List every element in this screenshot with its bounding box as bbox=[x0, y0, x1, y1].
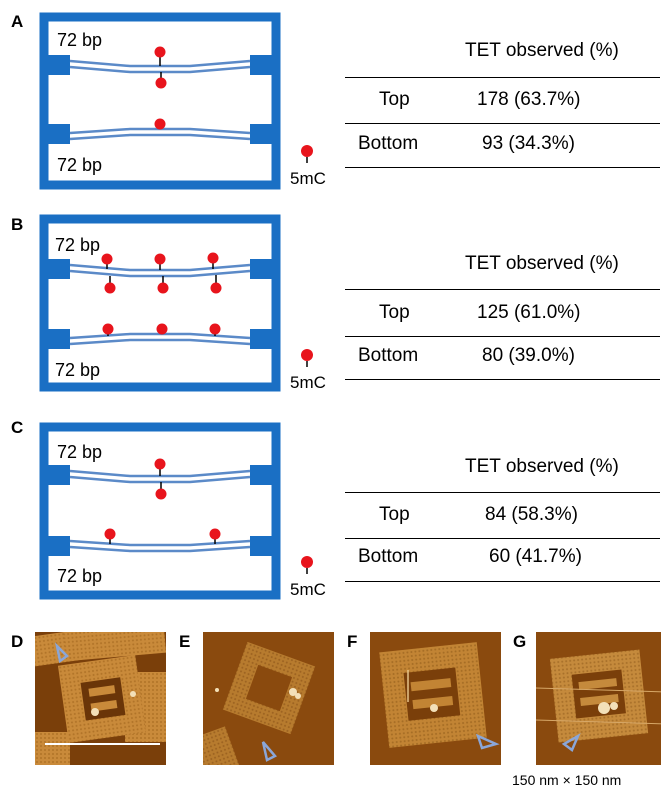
5mc-marker bbox=[207, 252, 219, 264]
panel-b: B 72 bp 72 bp 5mC bbox=[0, 205, 661, 400]
afm-image-e bbox=[203, 632, 334, 765]
row-value-bottom: 93 (34.3%) bbox=[482, 133, 575, 154]
bottom-strand-length: 72 bp bbox=[57, 155, 103, 175]
5mc-legend-icon bbox=[301, 556, 313, 574]
tet-table: TET observed (%) Top 84 (58.3%) Bottom 6… bbox=[345, 456, 660, 586]
5mc-marker bbox=[102, 323, 114, 335]
5mc-marker bbox=[209, 323, 221, 335]
panel-label: A bbox=[11, 12, 24, 31]
table-rule bbox=[345, 167, 660, 168]
panel-label: E bbox=[179, 632, 191, 651]
afm-image-f bbox=[370, 632, 501, 765]
panel-c: C 72 bp 72 bp 5mC TET observed (%) Top 8… bbox=[0, 410, 661, 605]
origami-frame-diagram bbox=[39, 422, 281, 600]
5mc-marker bbox=[154, 118, 166, 130]
table-rule bbox=[345, 123, 660, 124]
5mc-legend-label: 5mC bbox=[290, 580, 326, 599]
5mc-marker bbox=[209, 528, 221, 540]
table-header: TET observed (%) bbox=[465, 253, 619, 274]
table-rule bbox=[345, 379, 660, 380]
table-header: TET observed (%) bbox=[465, 456, 619, 477]
row-label-bottom: Bottom bbox=[358, 546, 419, 567]
row-label-top: Top bbox=[379, 302, 410, 323]
table-rule bbox=[345, 492, 660, 493]
top-strand-length: 72 bp bbox=[57, 30, 103, 50]
row-value-top: 178 (63.7%) bbox=[477, 89, 581, 110]
table-rule bbox=[345, 581, 660, 582]
5mc-marker bbox=[155, 77, 167, 89]
row-label-top: Top bbox=[379, 89, 410, 110]
table-rule bbox=[345, 289, 660, 290]
table-rule bbox=[345, 77, 660, 78]
5mc-marker bbox=[154, 46, 166, 58]
table-header: TET observed (%) bbox=[465, 40, 619, 61]
5mc-marker bbox=[157, 282, 169, 294]
5mc-marker bbox=[155, 488, 167, 500]
tet-table: TET observed (%) Top 178 (63.7%) Bottom … bbox=[345, 40, 660, 170]
5mc-marker bbox=[154, 253, 166, 265]
bottom-strand-length: 72 bp bbox=[57, 566, 103, 586]
tet-table: TET observed (%) Top 125 (61.0%) Bottom … bbox=[345, 253, 660, 383]
afm-image-d bbox=[35, 632, 166, 765]
panel-label: D bbox=[11, 632, 24, 651]
5mc-legend-label: 5mC bbox=[290, 169, 326, 188]
afm-image-g bbox=[536, 632, 661, 765]
panel-label: F bbox=[347, 632, 358, 651]
5mc-legend-icon bbox=[301, 145, 313, 163]
5mc-marker bbox=[104, 528, 116, 540]
row-label-bottom: Bottom bbox=[358, 133, 419, 154]
top-strand-length: 72 bp bbox=[57, 442, 103, 462]
row-value-top: 84 (58.3%) bbox=[485, 504, 578, 525]
5mc-marker bbox=[101, 253, 113, 265]
origami-frame-diagram bbox=[39, 12, 281, 190]
5mc-marker bbox=[210, 282, 222, 294]
row-value-bottom: 80 (39.0%) bbox=[482, 345, 575, 366]
table-rule bbox=[345, 336, 660, 337]
5mc-marker bbox=[154, 458, 166, 470]
panel-label: C bbox=[11, 418, 24, 437]
row-value-bottom: 60 (41.7%) bbox=[489, 546, 582, 567]
row-value-top: 125 (61.0%) bbox=[477, 302, 581, 323]
5mc-legend-label: 5mC bbox=[290, 373, 326, 392]
5mc-marker bbox=[104, 282, 116, 294]
scale-label: 150 nm × 150 nm bbox=[512, 772, 622, 788]
origami-frame-diagram bbox=[39, 214, 281, 392]
bottom-strand-length: 72 bp bbox=[55, 360, 101, 380]
top-strand-length: 72 bp bbox=[55, 235, 101, 255]
panel-label: B bbox=[11, 215, 24, 234]
table-rule bbox=[345, 538, 660, 539]
5mc-legend-icon bbox=[301, 349, 313, 367]
row-label-top: Top bbox=[379, 504, 410, 525]
panel-label: G bbox=[513, 632, 527, 651]
5mc-marker bbox=[156, 323, 168, 335]
panel-a: A 72 bp 72 bp 5mC TET observed (%) Top 1… bbox=[0, 0, 661, 195]
row-label-bottom: Bottom bbox=[358, 345, 419, 366]
